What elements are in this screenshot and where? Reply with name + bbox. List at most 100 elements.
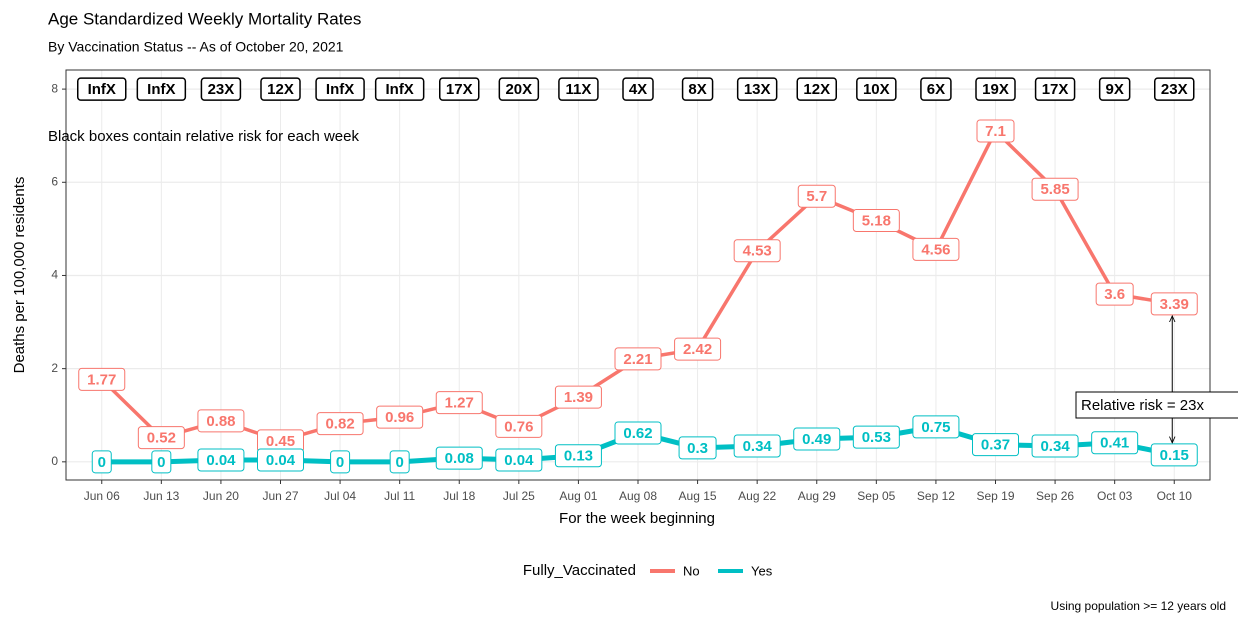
- value-label-box: [554, 444, 602, 468]
- value-label: 0.15: [1160, 447, 1189, 464]
- value-label-box: [257, 448, 304, 472]
- value-label: 3.6: [1104, 286, 1125, 303]
- annotation: Black boxes contain relative risk for ea…: [48, 128, 359, 145]
- x-tick-label: Jul 25: [503, 489, 535, 503]
- value-label: 0.08: [445, 450, 474, 467]
- x-tick-label: Oct 10: [1157, 489, 1193, 503]
- risk-box: [498, 77, 540, 101]
- value-label: 4.56: [921, 241, 950, 258]
- legend-title: Fully_Vaccinated: [523, 562, 636, 579]
- x-tick-label: Jun 27: [262, 489, 298, 503]
- x-axis-title: For the week beginning: [559, 510, 715, 527]
- risk-label: 23X: [208, 81, 235, 98]
- value-label: 0.53: [862, 429, 891, 446]
- x-tick-label: Sep 05: [857, 489, 895, 503]
- risk-box: [136, 77, 187, 101]
- value-label: 0.37: [981, 437, 1010, 454]
- risk-label: 9X: [1105, 81, 1123, 98]
- x-tick-label: Aug 22: [738, 489, 776, 503]
- value-label-box: [797, 184, 836, 208]
- risk-label: 8X: [688, 81, 706, 98]
- y-tick-label: 0: [51, 454, 58, 468]
- value-label: 0.49: [802, 431, 831, 448]
- value-label: 0.13: [564, 448, 593, 465]
- risk-box: [1154, 77, 1195, 101]
- value-label: 0: [395, 454, 403, 471]
- x-tick-label: Sep 26: [1036, 489, 1074, 503]
- chart-title: Age Standardized Weekly Mortality Rates: [48, 9, 361, 28]
- x-tick-label: Aug 01: [559, 489, 597, 503]
- value-label-box: [1150, 292, 1198, 316]
- value-label: 1.39: [564, 389, 593, 406]
- x-tick-label: Jun 13: [143, 489, 179, 503]
- value-label-box: [614, 347, 662, 371]
- chart-subtitle: By Vaccination Status -- As of October 2…: [48, 39, 344, 55]
- risk-box: [681, 77, 714, 101]
- value-label: 0.34: [743, 438, 773, 455]
- risk-label: 23X: [1161, 81, 1188, 98]
- y-tick-label: 4: [51, 268, 58, 282]
- value-label: 0.75: [921, 419, 950, 436]
- value-label: 0.96: [385, 409, 414, 426]
- value-label: 0.3: [687, 440, 708, 457]
- x-tick-label: Jul 18: [443, 489, 475, 503]
- value-label-box: [78, 367, 126, 391]
- risk-box: [315, 77, 365, 101]
- value-label-box: [972, 433, 1019, 457]
- risk-label: 20X: [505, 81, 532, 98]
- value-label-box: [91, 450, 112, 474]
- value-label: 4.53: [743, 243, 772, 260]
- risk-box: [920, 77, 952, 101]
- value-label: 0.76: [504, 418, 533, 435]
- caption: Using population >= 12 years old: [1051, 599, 1226, 613]
- y-tick-label: 6: [51, 174, 58, 188]
- legend-label: Yes: [751, 563, 773, 578]
- value-label-box: [1091, 431, 1139, 455]
- risk-label: 17X: [446, 81, 473, 98]
- value-label: 0.45: [266, 433, 295, 450]
- value-label: 5.18: [862, 212, 891, 229]
- value-label: 5.7: [806, 188, 827, 205]
- value-label-box: [197, 448, 245, 472]
- value-label: 3.39: [1160, 296, 1189, 313]
- value-label-box: [330, 450, 351, 474]
- x-tick-label: Aug 15: [679, 489, 717, 503]
- risk-box: [856, 77, 897, 101]
- risk-box: [622, 77, 654, 101]
- value-label-box: [1031, 177, 1079, 201]
- risk-label: 13X: [744, 81, 771, 98]
- value-label-box: [733, 239, 781, 263]
- value-label: 0.34: [1040, 438, 1070, 455]
- value-label: 0.04: [206, 452, 236, 469]
- y-tick-label: 2: [51, 361, 58, 375]
- risk-box: [975, 77, 1016, 101]
- value-label-box: [674, 337, 722, 361]
- value-label-box: [678, 436, 717, 460]
- value-label-box: [435, 391, 483, 415]
- value-label: 5.85: [1040, 181, 1069, 198]
- value-label: 0.04: [504, 452, 534, 469]
- value-label-box: [495, 448, 543, 472]
- value-label: 0.88: [206, 413, 235, 430]
- value-label-box: [852, 425, 900, 449]
- risk-box: [439, 77, 480, 101]
- risk-label: InfX: [326, 81, 354, 98]
- risk-box: [200, 77, 242, 101]
- risk-box: [260, 77, 301, 101]
- value-label: 0.41: [1100, 435, 1129, 452]
- risk-box: [796, 77, 837, 101]
- x-tick-label: Aug 29: [798, 489, 836, 503]
- value-label: 0.04: [266, 452, 296, 469]
- annotation-box: [1075, 391, 1238, 419]
- value-label: 2.21: [623, 351, 652, 368]
- risk-label: 10X: [863, 81, 890, 98]
- value-label-box: [376, 405, 424, 429]
- value-label-box: [389, 450, 410, 474]
- value-label: 0: [157, 454, 165, 471]
- value-label-box: [912, 415, 960, 439]
- annotation: Relative risk = 23x: [1081, 397, 1204, 414]
- x-tick-label: Jun 20: [203, 489, 239, 503]
- risk-label: InfX: [385, 81, 413, 98]
- value-label-box: [197, 409, 245, 433]
